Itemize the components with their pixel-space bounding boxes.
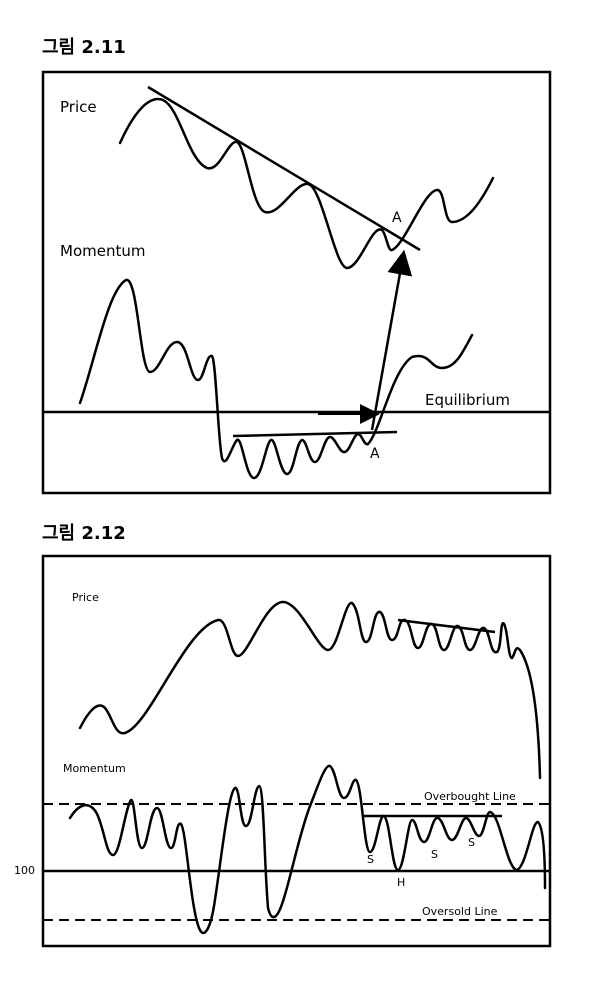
arrow-to-price-a [370,249,413,431]
equilibrium-label: Equilibrium [425,391,510,409]
point-a-price-label: A [392,210,402,226]
figure-1-title: 그림 2.11 [42,37,126,58]
left-shoulder-label: S [367,853,374,866]
price-label: Price [60,98,97,116]
shoulder-label-2: S [431,848,438,861]
momentum-label: Momentum [60,242,145,260]
figure-2-frame [41,554,552,948]
figure-1-frame [41,70,552,495]
price-trendline-2 [397,618,496,634]
momentum-trendline [232,430,398,438]
right-shoulder-label: S [468,836,475,849]
price-curve [118,97,495,270]
momentum-curve-2 [68,764,547,935]
price-trendline [147,85,421,252]
oversold-label: Oversold Line [422,905,498,918]
level-100-label: 100 [14,864,35,877]
price-label-2: Price [72,591,99,604]
figure-2-title: 그림 2.12 [42,523,126,544]
momentum-curve [78,278,474,480]
momentum-label-2: Momentum [63,762,126,775]
overbought-label: Overbought Line [424,790,516,803]
point-a-momentum-label: A [370,446,380,462]
head-label: H [397,876,405,889]
